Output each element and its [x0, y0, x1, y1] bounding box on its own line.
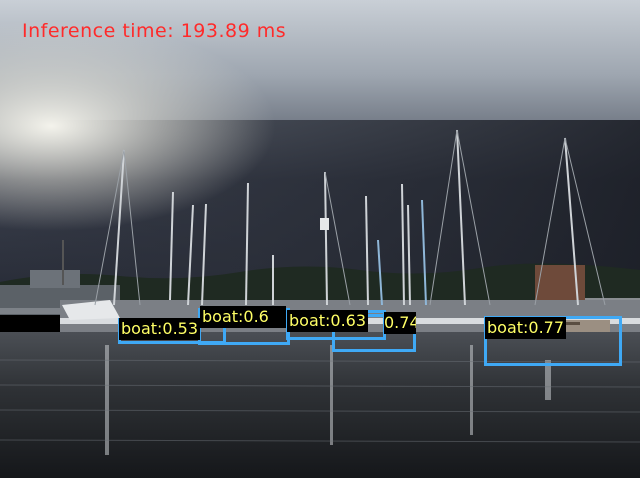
detection-label: boat:0.6 [200, 306, 286, 328]
detection-label: boat:0.77 [485, 317, 567, 339]
sun-glow [0, 0, 640, 300]
mast-reflections [105, 345, 551, 455]
inference-time-text: Inference time: 193.89 ms [22, 20, 287, 42]
white-boat [62, 300, 120, 320]
sailboat-masts [113, 129, 579, 306]
detection-label: 0.74 [384, 312, 416, 334]
water-ripples [0, 359, 640, 443]
rigging [94, 129, 606, 306]
detection-label: boat:0.53 [119, 318, 201, 340]
ship-superstructure [30, 270, 80, 288]
blue-masts [377, 199, 427, 306]
tree-line [0, 263, 640, 300]
flag [320, 218, 329, 230]
detection-label: boat:0.63 [287, 310, 369, 332]
